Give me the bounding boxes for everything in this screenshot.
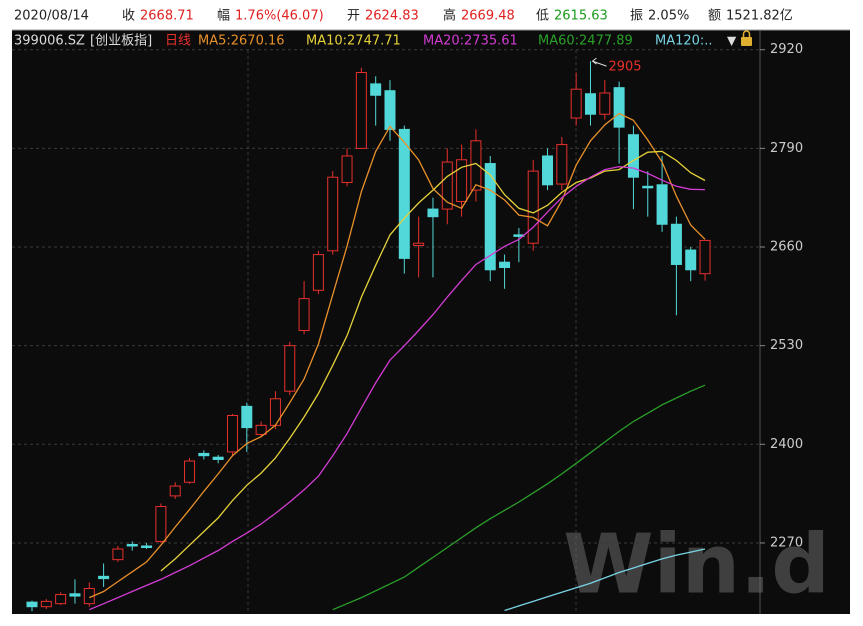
ma-line	[89, 165, 706, 611]
header-value: 2669.48	[461, 9, 515, 24]
candle-body	[685, 249, 697, 271]
header-value: 1521.82亿	[726, 9, 793, 24]
chart-background	[12, 30, 850, 614]
candle-body	[155, 506, 167, 542]
ma-line	[504, 548, 706, 612]
candle-body	[527, 170, 539, 244]
dropdown-icon[interactable]: ▼	[727, 34, 737, 48]
plot-area: 2905	[12, 49, 760, 612]
header-label: 开	[347, 9, 360, 24]
candle-body	[112, 548, 124, 561]
candle-body	[556, 144, 568, 185]
header-label: 高	[443, 8, 456, 24]
candle-body	[413, 242, 425, 246]
candle-body	[599, 92, 611, 115]
y-tick-label: 2270	[770, 535, 803, 550]
legend-entry: MA5:2670.16	[198, 34, 285, 49]
candle-body	[298, 298, 310, 331]
candle-body	[627, 134, 639, 178]
candle-body	[370, 83, 382, 96]
header-value: 2668.71	[140, 9, 194, 24]
candle-body	[613, 87, 625, 128]
candle-body	[269, 398, 281, 426]
candle-body	[341, 155, 353, 184]
ma-line	[89, 112, 706, 599]
candle-body	[670, 223, 682, 265]
candle-body	[312, 254, 324, 291]
y-tick-label: 2920	[770, 42, 803, 57]
ma-line	[332, 384, 706, 611]
candle-body	[198, 452, 210, 457]
candle-body	[284, 345, 296, 392]
candle-body	[141, 545, 153, 549]
ma-line	[160, 150, 706, 572]
header-label: 振	[630, 9, 643, 24]
candle-body	[241, 405, 253, 429]
candle-body	[98, 575, 110, 580]
candle-body	[584, 93, 596, 115]
header-label: 幅	[217, 9, 230, 24]
y-tick-label: 2790	[770, 141, 803, 156]
period: 日线	[165, 34, 191, 49]
candle-body	[642, 185, 654, 189]
candle-body	[26, 601, 38, 608]
candle-body	[456, 159, 468, 202]
header-label: 2020/08/14	[14, 9, 89, 24]
header-value: 2615.63	[554, 9, 608, 24]
header-value: 1.76%(46.07)	[235, 9, 324, 24]
legend-entry: MA10:2747.71	[306, 34, 401, 49]
candle-body	[169, 485, 181, 497]
candle-body	[55, 594, 67, 605]
header-label: 收	[122, 9, 135, 24]
header-label: 低	[536, 9, 549, 24]
legend-entry: MA60:2477.89	[538, 34, 633, 49]
legend-entry: MA120:..	[655, 34, 713, 49]
candle-body	[327, 176, 339, 252]
candle-body	[184, 460, 196, 483]
index-name: [创业板指]	[90, 34, 152, 49]
candle-body	[441, 161, 453, 210]
watermark: Win.d	[563, 517, 830, 612]
candle-body	[40, 600, 52, 608]
lock-shackle	[742, 30, 751, 37]
candle-body	[699, 239, 711, 275]
y-tick-label: 2660	[770, 240, 803, 255]
candle-body	[542, 155, 554, 186]
candle-body	[226, 414, 238, 453]
candle-body	[499, 261, 511, 269]
y-tick-label: 2530	[770, 338, 803, 353]
candle-body	[656, 184, 668, 225]
header-value: 2.05%	[648, 9, 689, 24]
header-value: 2624.83	[365, 9, 419, 24]
candle-body	[384, 90, 396, 130]
lock-icon[interactable]	[741, 37, 752, 46]
annotation-arrow	[591, 57, 607, 67]
candle-body	[355, 71, 367, 149]
candle-body	[126, 543, 138, 547]
header-label: 额	[708, 9, 721, 24]
candle-body	[427, 208, 439, 218]
candle-body	[398, 128, 410, 259]
peak-annotation: 2905	[608, 60, 641, 75]
y-tick-label: 2400	[770, 437, 803, 452]
candle-body	[255, 424, 267, 435]
candle-body	[470, 140, 482, 191]
symbol: 399006.SZ	[14, 34, 85, 49]
candle-body	[570, 88, 582, 119]
candle-body	[212, 456, 224, 460]
candle-body	[69, 593, 81, 597]
candle-body	[484, 163, 496, 271]
legend-entry: MA20:2735.61	[423, 34, 518, 49]
